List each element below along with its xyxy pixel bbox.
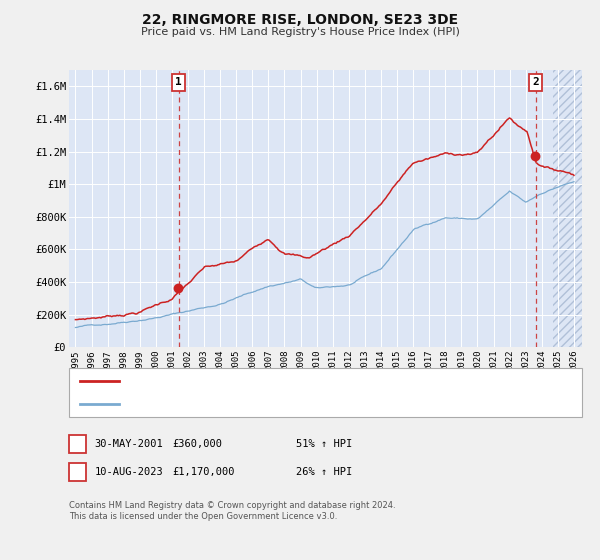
Text: 10-AUG-2023: 10-AUG-2023 [95,467,164,477]
Text: 51% ↑ HPI: 51% ↑ HPI [296,439,352,449]
Text: £360,000: £360,000 [173,439,223,449]
Text: Price paid vs. HM Land Registry's House Price Index (HPI): Price paid vs. HM Land Registry's House … [140,27,460,38]
Point [174,284,184,293]
Text: 2: 2 [532,77,539,87]
Bar [553,70,582,347]
Text: 26% ↑ HPI: 26% ↑ HPI [296,467,352,477]
Text: Contains HM Land Registry data © Crown copyright and database right 2024.
This d: Contains HM Land Registry data © Crown c… [69,501,395,521]
Text: 1: 1 [74,439,80,449]
Point [531,152,541,161]
Text: HPI: Average price, detached house, Lewisham: HPI: Average price, detached house, Lewi… [124,399,382,409]
Text: 30-MAY-2001: 30-MAY-2001 [95,439,164,449]
Text: 22, RINGMORE RISE, LONDON, SE23 3DE (detached house): 22, RINGMORE RISE, LONDON, SE23 3DE (det… [124,376,429,386]
Text: £1,170,000: £1,170,000 [173,467,235,477]
Text: 1: 1 [175,77,182,87]
Bar [553,70,582,347]
Text: 2: 2 [74,467,80,477]
Text: 22, RINGMORE RISE, LONDON, SE23 3DE: 22, RINGMORE RISE, LONDON, SE23 3DE [142,13,458,27]
